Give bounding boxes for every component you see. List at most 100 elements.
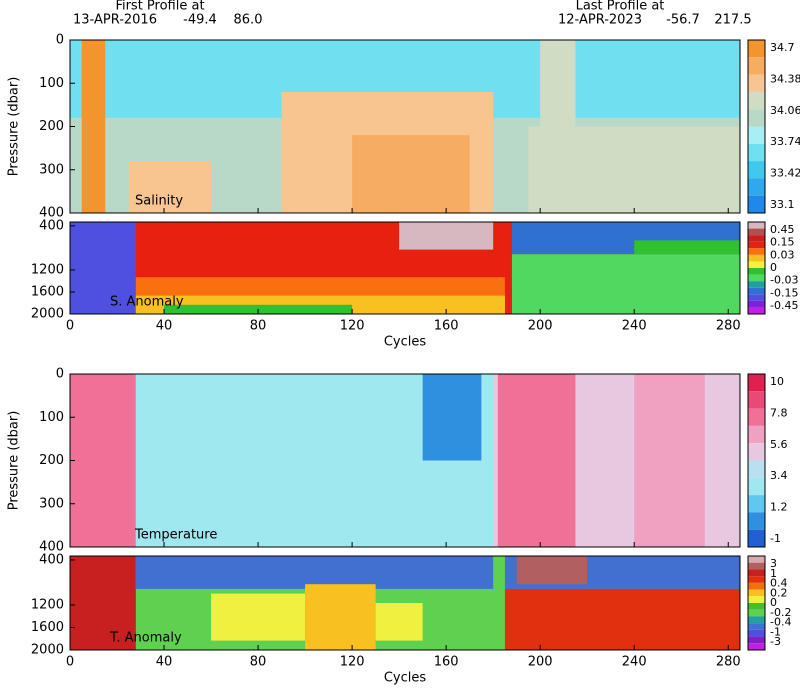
panel: 0 40 80 120 160 200 240 280 400 1200 1600 2000 T. An… — [31, 552, 792, 685]
field-region — [540, 40, 576, 213]
colorbar-band — [748, 300, 765, 308]
colorbar-band — [748, 529, 765, 547]
panel: 0 40 80 120 160 200 240 280 400 1200 1600 2000 S. An… — [31, 218, 799, 349]
field-region — [81, 40, 106, 213]
colorbar-band — [748, 443, 765, 461]
colorbar-band — [748, 623, 765, 630]
x-tick-label: 120 — [340, 319, 365, 334]
x-tick-label: 200 — [528, 319, 553, 334]
x-tick-label: 160 — [434, 655, 459, 670]
field-region — [511, 254, 740, 314]
first-lon: 86.0 — [234, 13, 263, 28]
colorbar-band — [748, 294, 765, 301]
panel: 0 100 200 300 400 Temperature Pressure (dbar) 1… — [7, 367, 788, 555]
colorbar-band — [748, 57, 765, 75]
colorbar-band — [748, 374, 765, 392]
colorbar-band — [748, 261, 765, 268]
field-region — [497, 374, 576, 547]
colorbar-label: -1 — [770, 532, 781, 545]
x-tick-label: 80 — [250, 655, 267, 670]
colorbar-label: 5.6 — [770, 438, 788, 451]
colorbar-band — [748, 589, 765, 597]
y-tick-label: 1600 — [31, 284, 64, 299]
y-tick-label: 2000 — [31, 307, 64, 322]
colorbar-band — [748, 556, 765, 563]
x-axis-label: Cycles — [384, 335, 427, 350]
y-tick-label: 200 — [39, 119, 64, 134]
y-tick-label: 400 — [39, 552, 64, 567]
y-tick-label: 100 — [39, 76, 64, 91]
colorbar-band — [748, 636, 765, 644]
y-axis-label: Pressure (dbar) — [7, 77, 22, 177]
colorbar-frame — [747, 555, 766, 651]
y-tick-label: 300 — [39, 496, 64, 511]
first-lat: -49.4 — [183, 13, 217, 28]
colorbar-label: -0.2 — [770, 606, 791, 619]
colorbar-label: 1.2 — [770, 501, 788, 514]
field-region — [70, 556, 136, 650]
colorbar-band — [748, 281, 765, 288]
colorbar-band — [748, 195, 765, 213]
colorbar-band — [748, 235, 765, 242]
panel-label: T. Anomaly — [109, 631, 182, 646]
colorbar-band — [748, 143, 765, 162]
colorbar-band — [748, 91, 765, 110]
colorbar-band — [748, 274, 765, 282]
colorbar-label: 3 — [770, 557, 777, 570]
colorbar-label: 0.03 — [770, 248, 795, 261]
field-region — [399, 222, 494, 250]
x-tick-label: 280 — [716, 655, 741, 670]
colorbar-band — [748, 495, 765, 513]
colorbar-label: 0 — [770, 261, 777, 274]
x-tick-label: 200 — [528, 655, 553, 670]
last-label: Last Profile at — [576, 0, 665, 14]
colorbar-band — [748, 74, 765, 92]
colorbar-label: 33.1 — [770, 198, 795, 211]
colorbar-band — [748, 616, 765, 624]
y-axis-label: Pressure (dbar) — [7, 411, 22, 511]
field-region — [504, 588, 740, 650]
colorbar-label: 33.42 — [770, 167, 800, 180]
colorbar-label: -0.03 — [770, 274, 798, 287]
colorbar-band — [748, 582, 765, 590]
colorbar-band — [748, 596, 765, 603]
y-tick-label: 400 — [39, 540, 64, 555]
colorbar-band — [748, 178, 765, 196]
y-tick-label: 2000 — [31, 643, 64, 658]
x-tick-label: 80 — [250, 319, 267, 334]
field-region — [634, 240, 740, 255]
field-region — [70, 222, 136, 314]
colorbar-label: 33.74 — [770, 135, 800, 148]
colorbar-label: -1 — [770, 625, 781, 638]
colorbar-label: 0.2 — [770, 586, 788, 599]
panel-label: Salinity — [135, 194, 183, 209]
field-region — [70, 374, 136, 547]
field-region — [634, 374, 705, 547]
x-axis-label: Cycles — [384, 671, 427, 686]
colorbar-label: 0.4 — [770, 577, 788, 590]
colorbar-frame — [747, 373, 766, 548]
colorbar-band — [748, 40, 765, 58]
colorbar-label: -0.45 — [770, 299, 798, 312]
field-region — [128, 161, 212, 213]
field-region — [375, 603, 423, 641]
colorbar-label: 10 — [770, 375, 784, 388]
panel-label: S. Anomaly — [110, 295, 184, 310]
colorbar-band — [748, 222, 765, 229]
y-tick-label: 0 — [56, 33, 64, 48]
x-tick-label: 40 — [156, 319, 173, 334]
colorbar-band — [748, 391, 765, 409]
plot-frame — [69, 221, 741, 315]
colorbar-label: 34.06 — [770, 104, 800, 117]
last-lat: -56.7 — [666, 13, 700, 28]
last-lon: 217.5 — [714, 13, 751, 28]
colorbar-band — [748, 603, 765, 610]
colorbar-label: 0.15 — [770, 236, 795, 249]
colorbar-band — [748, 161, 765, 179]
y-tick-label: 400 — [39, 206, 64, 221]
colorbar-band — [748, 477, 765, 496]
y-tick-label: 1600 — [31, 620, 64, 635]
x-tick-label: 160 — [434, 319, 459, 334]
colorbar-band — [748, 569, 765, 577]
colorbar-band — [748, 126, 765, 144]
